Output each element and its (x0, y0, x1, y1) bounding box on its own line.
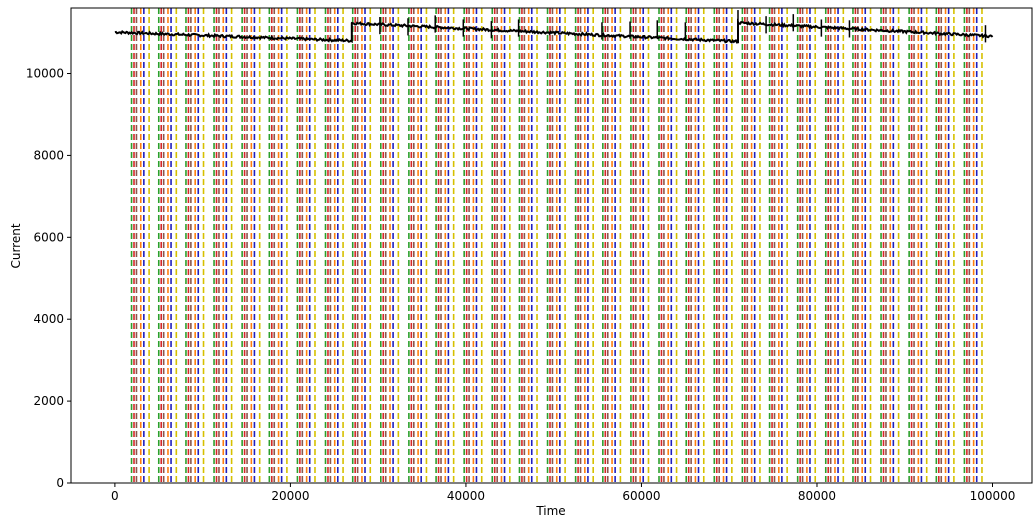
y-axis-ticks: 0 2000 4000 6000 8000 10000 (26, 67, 71, 490)
x-tick-label: 60000 (622, 489, 660, 503)
x-tick-label: 0 (111, 489, 119, 503)
x-axis-ticks: 0 20000 40000 60000 80000 100000 (111, 483, 1015, 503)
series-line-0 (114, 18, 994, 44)
plot-frame (70, 7, 1033, 484)
x-axis-label: Time (535, 504, 565, 518)
x-tick-label: 40000 (447, 489, 485, 503)
y-tick-label: 8000 (33, 148, 64, 162)
y-tick-label: 2000 (33, 394, 64, 408)
y-tick-label: 6000 (33, 230, 64, 244)
axes-frame (70, 7, 1033, 484)
y-tick-label: 10000 (26, 67, 64, 81)
x-tick-label: 20000 (271, 489, 309, 503)
series-layer (114, 10, 994, 44)
y-tick-label: 4000 (33, 312, 64, 326)
x-tick-label: 100000 (970, 489, 1016, 503)
vertical-marker-lines (130, 8, 983, 483)
y-tick-label: 0 (56, 476, 64, 490)
y-axis-label: Current (9, 223, 23, 268)
x-tick-label: 80000 (798, 489, 836, 503)
